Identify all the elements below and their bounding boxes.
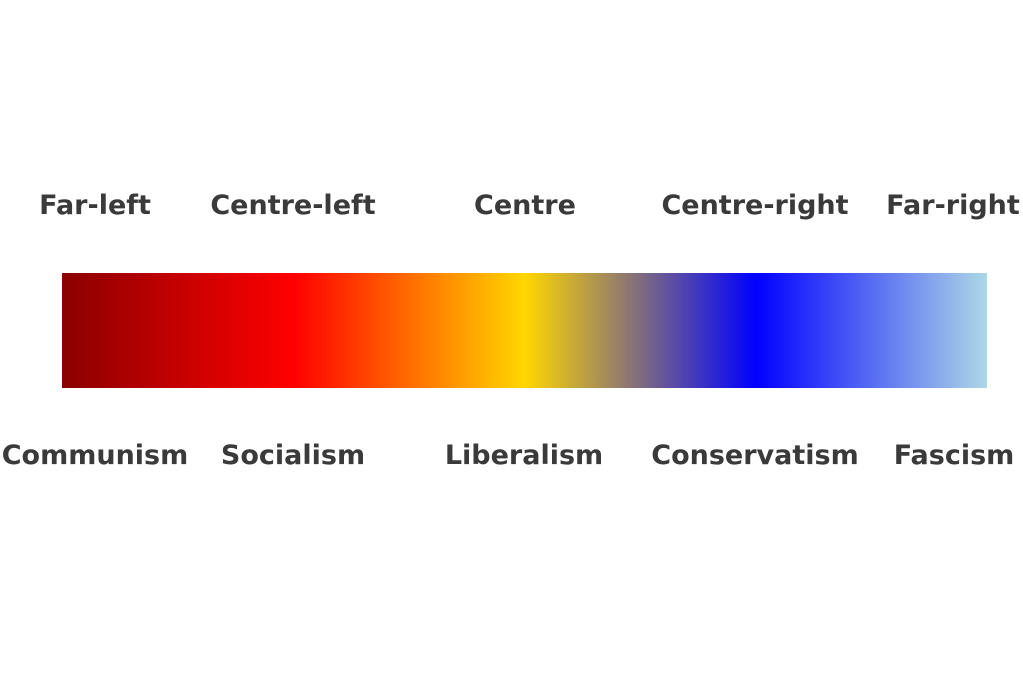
- ideology-label-communism: Communism: [1, 440, 189, 471]
- position-label-centre-left: Centre-left: [210, 190, 376, 221]
- position-label-far-right: Far-right: [886, 190, 1020, 221]
- ideology-label-liberalism: Liberalism: [444, 440, 604, 471]
- position-label-centre: Centre: [474, 190, 576, 221]
- spectrum-position-label-row: Far-left Centre-left Centre Centre-right Far…: [0, 192, 1023, 226]
- position-label-centre-right: Centre-right: [661, 190, 849, 221]
- ideology-label-row: Communism Socialism Liberalism Conservatism…: [0, 442, 1023, 476]
- ideology-label-fascism: Fascism: [893, 440, 1015, 471]
- position-label-far-left: Far-left: [39, 190, 151, 221]
- ideology-label-socialism: Socialism: [220, 440, 366, 471]
- ideology-label-conservatism: Conservatism: [651, 440, 859, 471]
- spectrum-gradient-bar: [62, 273, 987, 388]
